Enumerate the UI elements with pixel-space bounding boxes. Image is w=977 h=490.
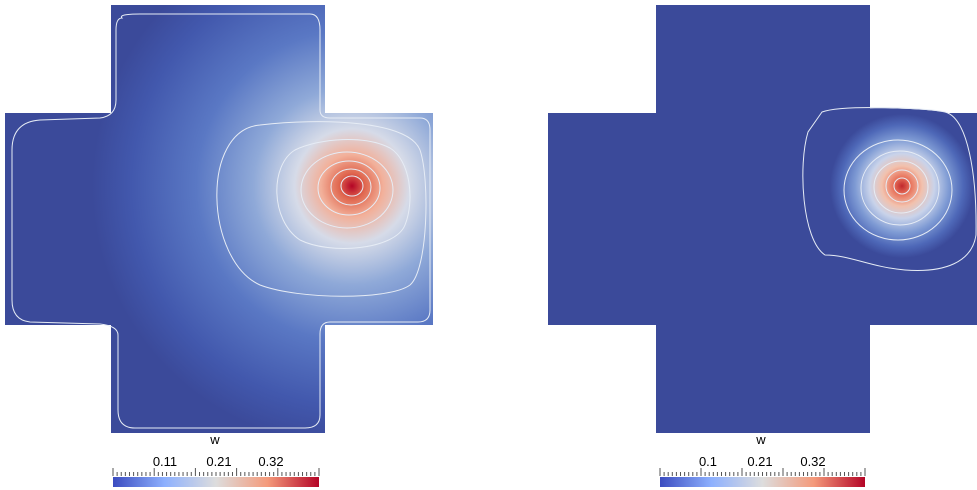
right-panel: w 0.1 0.21 0.32 bbox=[540, 0, 977, 490]
right-contour-4 bbox=[873, 160, 929, 214]
left-colorbar-minor-ticks bbox=[112, 468, 320, 476]
left-colorbar-title: w bbox=[209, 432, 220, 447]
right-colorbar-tick-1: 0.1 bbox=[699, 454, 717, 469]
right-contour-outer bbox=[802, 107, 977, 271]
left-contour-5 bbox=[317, 160, 381, 216]
left-colorbar-bar bbox=[113, 477, 319, 487]
left-contour-2 bbox=[216, 121, 427, 297]
right-colorbar: w 0.1 0.21 0.32 bbox=[659, 432, 866, 487]
right-contours bbox=[802, 107, 977, 271]
left-colorbar: w 0.11 0.21 0.32 bbox=[112, 432, 320, 487]
left-contour-7 bbox=[340, 175, 364, 197]
right-contour-2 bbox=[843, 139, 953, 241]
left-colorbar-tick-1: 0.11 bbox=[153, 454, 177, 469]
right-contour-6 bbox=[893, 177, 911, 195]
left-colorbar-tick-3: 0.32 bbox=[258, 454, 283, 469]
right-plot: w 0.1 0.21 0.32 bbox=[548, 5, 977, 487]
left-contour-3 bbox=[276, 139, 411, 249]
right-colorbar-tick-3: 0.32 bbox=[800, 454, 825, 469]
right-contour-5 bbox=[885, 169, 919, 203]
right-peak-region bbox=[802, 108, 977, 272]
left-plot: w 0.11 0.21 0.32 bbox=[5, 5, 433, 487]
left-panel: w 0.11 0.21 0.32 bbox=[0, 0, 440, 490]
right-contour-3 bbox=[860, 150, 940, 226]
right-colorbar-title: w bbox=[755, 432, 766, 447]
right-colorbar-minor-ticks bbox=[659, 468, 866, 476]
left-contours bbox=[11, 13, 431, 429]
left-contour-6 bbox=[330, 168, 372, 206]
left-contour-outer bbox=[11, 13, 431, 429]
left-contour-4 bbox=[300, 151, 394, 229]
right-colorbar-bar bbox=[660, 477, 865, 487]
left-colorbar-tick-2: 0.21 bbox=[206, 454, 231, 469]
right-colorbar-tick-2: 0.21 bbox=[747, 454, 772, 469]
